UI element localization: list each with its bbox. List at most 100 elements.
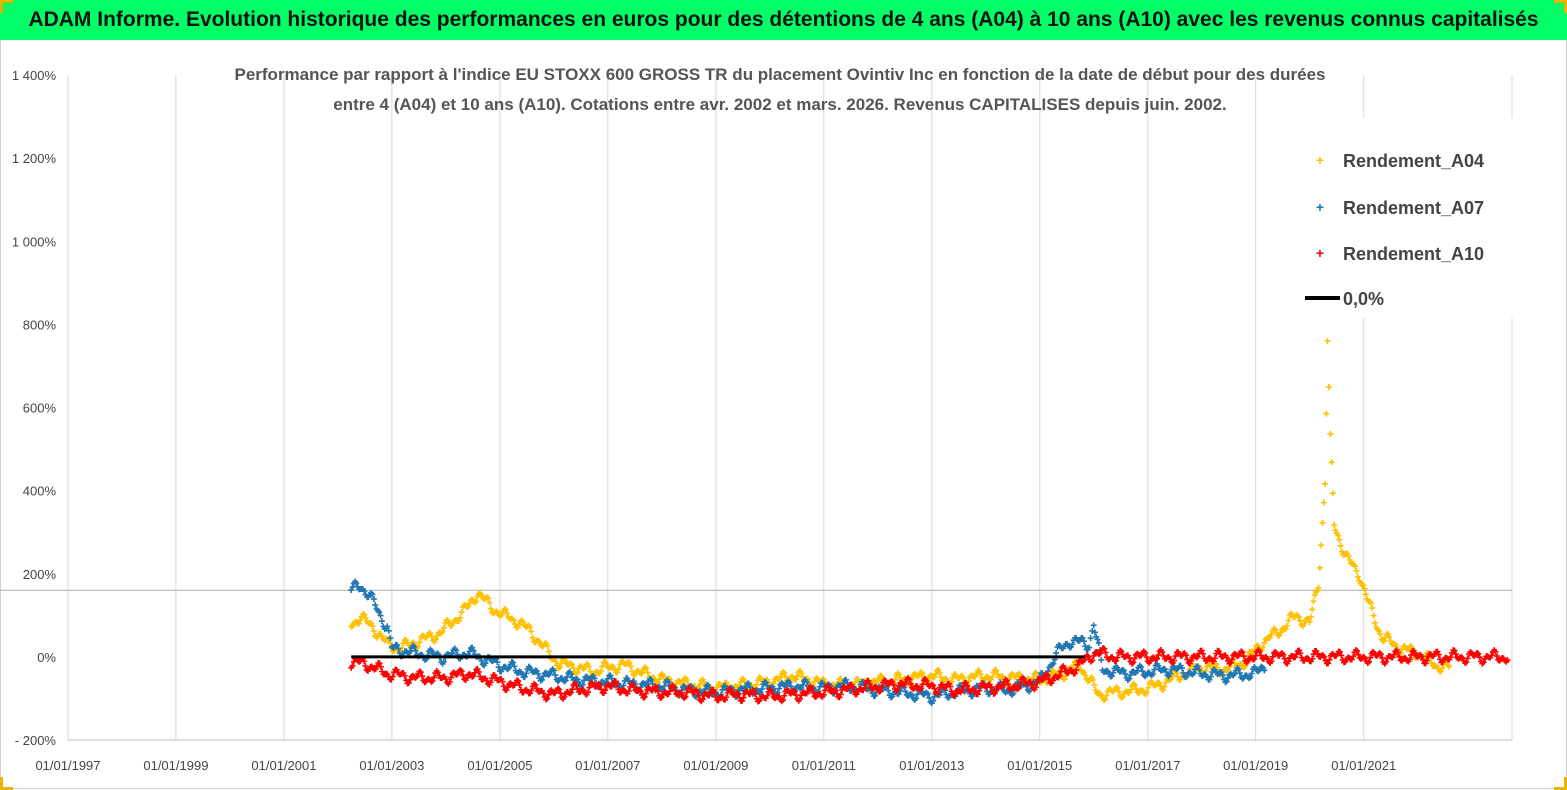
data-point-rendement_a10 [1252, 652, 1259, 659]
data-point-rendement_a10 [826, 684, 833, 691]
data-point-rendement_a10 [1159, 649, 1166, 656]
data-point-rendement_a07 [394, 642, 401, 649]
data-point-rendement_a10 [1015, 685, 1022, 692]
data-point-rendement_a07 [1094, 636, 1101, 643]
data-point-rendement_a04 [793, 676, 800, 683]
data-point-rendement_a10 [471, 669, 478, 676]
data-point-rendement_a04 [1331, 521, 1338, 528]
y-tick-label: 1 000% [12, 234, 57, 249]
chart-legend: + Rendement_A04 + Rendement_A07 + Rendem… [1305, 151, 1484, 309]
legend-item-a07: + Rendement_A07 [1316, 198, 1484, 218]
data-point-rendement_a04 [1336, 536, 1343, 543]
data-point-rendement_a04 [1371, 619, 1378, 626]
data-point-rendement_a07 [719, 686, 726, 693]
data-point-rendement_a10 [376, 660, 383, 667]
data-point-rendement_a10 [999, 682, 1006, 689]
data-point-rendement_a04 [1428, 659, 1435, 666]
data-point-rendement_a04 [357, 617, 364, 624]
data-point-rendement_a04 [1324, 337, 1331, 344]
data-point-rendement_a04 [1437, 668, 1444, 675]
series-rendement_a04 [348, 337, 1453, 704]
data-point-rendement_a04 [526, 624, 533, 631]
corner-marker-top-right [1554, 0, 1567, 13]
data-point-rendement_a04 [485, 595, 492, 602]
data-point-rendement_a04 [457, 614, 464, 621]
data-point-rendement_a04 [614, 669, 621, 676]
data-point-rendement_a04 [1319, 519, 1326, 526]
data-point-rendement_a04 [1367, 600, 1374, 607]
data-point-rendement_a10 [1394, 649, 1401, 656]
data-point-rendement_a04 [932, 670, 939, 677]
data-point-rendement_a07 [1139, 668, 1146, 675]
series-plot [348, 337, 1511, 707]
data-point-rendement_a04 [1082, 672, 1089, 679]
data-point-rendement_a07 [607, 672, 614, 679]
legend-label-zero: 0,0% [1343, 289, 1384, 309]
data-point-rendement_a07 [1127, 672, 1134, 679]
data-point-rendement_a07 [521, 673, 528, 680]
data-point-rendement_a10 [1049, 677, 1056, 684]
data-point-rendement_a07 [924, 690, 931, 697]
data-point-rendement_a10 [1073, 666, 1080, 673]
data-point-rendement_a10 [1377, 651, 1384, 658]
data-point-rendement_a04 [1338, 548, 1345, 555]
legend-label-a04: Rendement_A04 [1343, 151, 1484, 171]
data-point-rendement_a07 [799, 681, 806, 688]
data-point-rendement_a04 [977, 671, 984, 678]
data-point-rendement_a04 [1145, 684, 1152, 691]
data-point-rendement_a07 [1120, 667, 1127, 674]
data-point-rendement_a07 [511, 663, 518, 670]
data-point-rendement_a07 [478, 657, 485, 664]
data-point-rendement_a10 [1071, 670, 1078, 677]
data-point-rendement_a04 [440, 624, 447, 631]
x-tick-label: 01/01/2013 [899, 758, 964, 773]
data-point-rendement_a10 [791, 688, 798, 695]
data-point-rendement_a10 [1130, 659, 1137, 666]
data-point-rendement_a07 [581, 677, 588, 684]
data-point-rendement_a04 [1315, 584, 1322, 591]
data-point-rendement_a10 [1240, 653, 1247, 660]
data-point-rendement_a10 [1367, 654, 1374, 661]
data-point-rendement_a10 [1184, 656, 1191, 663]
data-point-rendement_a04 [558, 660, 565, 667]
data-point-rendement_a10 [470, 672, 477, 679]
data-point-rendement_a04 [362, 615, 369, 622]
data-point-rendement_a07 [1223, 678, 1230, 685]
report-title-banner: ADAM Informe. Evolution historique des p… [0, 0, 1567, 40]
data-point-rendement_a10 [1293, 651, 1300, 658]
legend-marker-a04: + [1316, 152, 1324, 168]
chart-title-line1: Performance par rapport à l'indice EU ST… [234, 65, 1325, 84]
data-point-rendement_a10 [1480, 659, 1487, 666]
legend-marker-a07: + [1316, 199, 1324, 215]
data-point-rendement_a10 [1089, 657, 1096, 664]
data-point-rendement_a07 [1151, 666, 1158, 673]
data-point-rendement_a10 [959, 687, 966, 694]
data-point-rendement_a10 [361, 658, 368, 665]
data-point-rendement_a07 [1122, 670, 1129, 677]
corner-marker-bottom-right [1554, 777, 1567, 790]
data-point-rendement_a04 [1323, 410, 1330, 417]
data-point-rendement_a10 [991, 690, 998, 697]
data-point-rendement_a10 [1142, 649, 1149, 656]
data-point-rendement_a10 [504, 684, 511, 691]
data-point-rendement_a04 [895, 671, 902, 678]
data-point-rendement_a10 [822, 687, 829, 694]
data-point-rendement_a10 [1056, 672, 1063, 679]
data-point-rendement_a04 [1295, 613, 1302, 620]
data-point-rendement_a04 [1242, 663, 1249, 670]
y-tick-label: 600% [23, 401, 57, 416]
data-point-rendement_a04 [569, 661, 576, 668]
data-point-rendement_a04 [486, 599, 493, 606]
x-tick-label: 01/01/2015 [1007, 758, 1072, 773]
data-point-rendement_a10 [890, 681, 897, 688]
data-point-rendement_a10 [1285, 658, 1292, 665]
data-point-rendement_a10 [544, 695, 551, 702]
data-point-rendement_a04 [615, 665, 622, 672]
data-point-rendement_a07 [816, 683, 823, 690]
data-point-rendement_a07 [1080, 638, 1087, 645]
data-point-rendement_a04 [714, 684, 721, 691]
data-point-rendement_a07 [567, 670, 574, 677]
data-point-rendement_a10 [1309, 655, 1316, 662]
data-point-rendement_a07 [1167, 670, 1174, 677]
legend-item-zero: 0,0% [1305, 289, 1384, 309]
